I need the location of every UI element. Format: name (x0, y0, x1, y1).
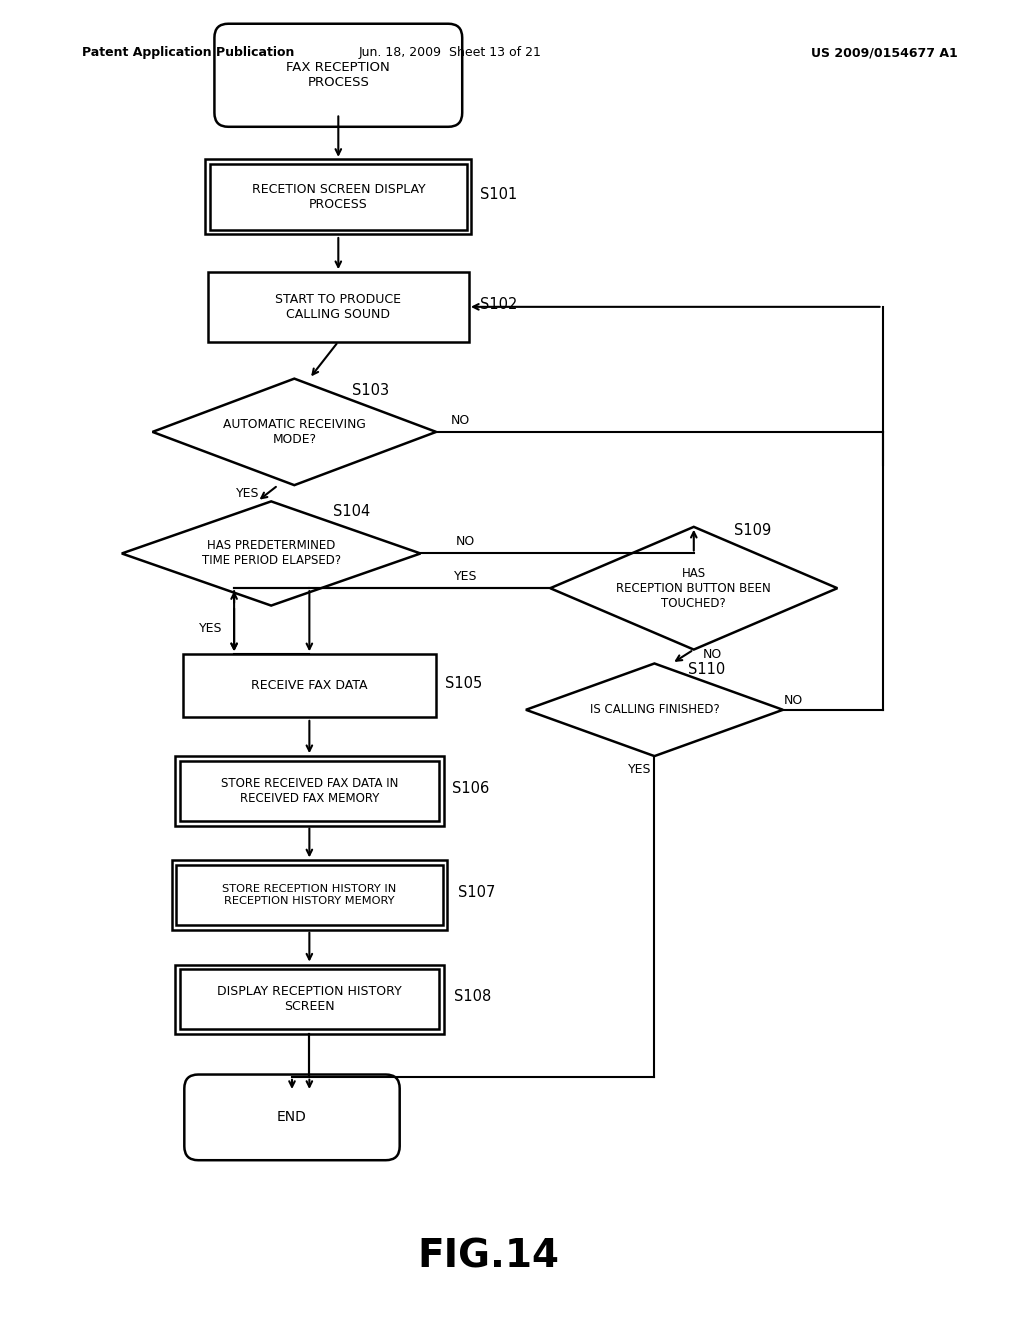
Text: YES: YES (454, 570, 477, 583)
Text: S102: S102 (479, 297, 517, 312)
FancyBboxPatch shape (214, 24, 462, 127)
Text: NO: NO (456, 536, 475, 548)
Text: START TO PRODUCE
CALLING SOUND: START TO PRODUCE CALLING SOUND (275, 293, 401, 321)
Bar (208, 272, 469, 342)
Text: DISPLAY RECEPTION HISTORY
SCREEN: DISPLAY RECEPTION HISTORY SCREEN (217, 985, 401, 1014)
Bar (205, 160, 471, 235)
Text: END: END (278, 1110, 307, 1125)
Text: AUTOMATIC RECEIVING
MODE?: AUTOMATIC RECEIVING MODE? (223, 418, 366, 446)
Bar (176, 865, 442, 925)
Text: YES: YES (199, 622, 222, 635)
Text: FIG.14: FIG.14 (418, 1237, 560, 1275)
Text: FAX RECEPTION
PROCESS: FAX RECEPTION PROCESS (287, 61, 390, 90)
Text: S110: S110 (688, 661, 725, 677)
FancyBboxPatch shape (184, 1074, 399, 1160)
Polygon shape (550, 527, 838, 649)
Bar (172, 861, 447, 929)
Text: STORE RECEIVED FAX DATA IN
RECEIVED FAX MEMORY: STORE RECEIVED FAX DATA IN RECEIVED FAX … (221, 777, 398, 805)
Text: S106: S106 (452, 781, 489, 796)
Text: S108: S108 (454, 990, 492, 1005)
Text: HAS
RECEPTION BUTTON BEEN
TOUCHED?: HAS RECEPTION BUTTON BEEN TOUCHED? (616, 566, 771, 610)
Text: HAS PREDETERMINED
TIME PERIOD ELAPSED?: HAS PREDETERMINED TIME PERIOD ELAPSED? (202, 540, 341, 568)
Text: S103: S103 (352, 383, 389, 397)
Text: S101: S101 (479, 187, 517, 202)
Text: NO: NO (703, 648, 722, 661)
Text: STORE RECEPTION HISTORY IN
RECEPTION HISTORY MEMORY: STORE RECEPTION HISTORY IN RECEPTION HIS… (222, 884, 396, 906)
Text: S105: S105 (444, 676, 482, 690)
Bar (210, 164, 467, 230)
Text: RECEIVE FAX DATA: RECEIVE FAX DATA (251, 678, 368, 692)
Text: Jun. 18, 2009  Sheet 13 of 21: Jun. 18, 2009 Sheet 13 of 21 (359, 46, 542, 59)
Polygon shape (526, 664, 783, 756)
Text: S104: S104 (333, 504, 370, 519)
Text: NO: NO (784, 694, 804, 708)
Text: IS CALLING FINISHED?: IS CALLING FINISHED? (590, 704, 719, 717)
Text: NO: NO (451, 413, 470, 426)
Text: S109: S109 (734, 523, 771, 537)
Polygon shape (122, 502, 421, 606)
Bar (175, 965, 443, 1034)
Text: YES: YES (628, 763, 651, 776)
Text: YES: YES (237, 487, 260, 500)
Bar (179, 969, 439, 1030)
Bar (179, 760, 439, 821)
Text: US 2009/0154677 A1: US 2009/0154677 A1 (811, 46, 957, 59)
Text: RECETION SCREEN DISPLAY
PROCESS: RECETION SCREEN DISPLAY PROCESS (252, 183, 425, 211)
Text: S107: S107 (458, 886, 495, 900)
Bar (183, 653, 435, 717)
Polygon shape (153, 379, 436, 486)
Bar (175, 756, 443, 825)
Text: Patent Application Publication: Patent Application Publication (82, 46, 294, 59)
